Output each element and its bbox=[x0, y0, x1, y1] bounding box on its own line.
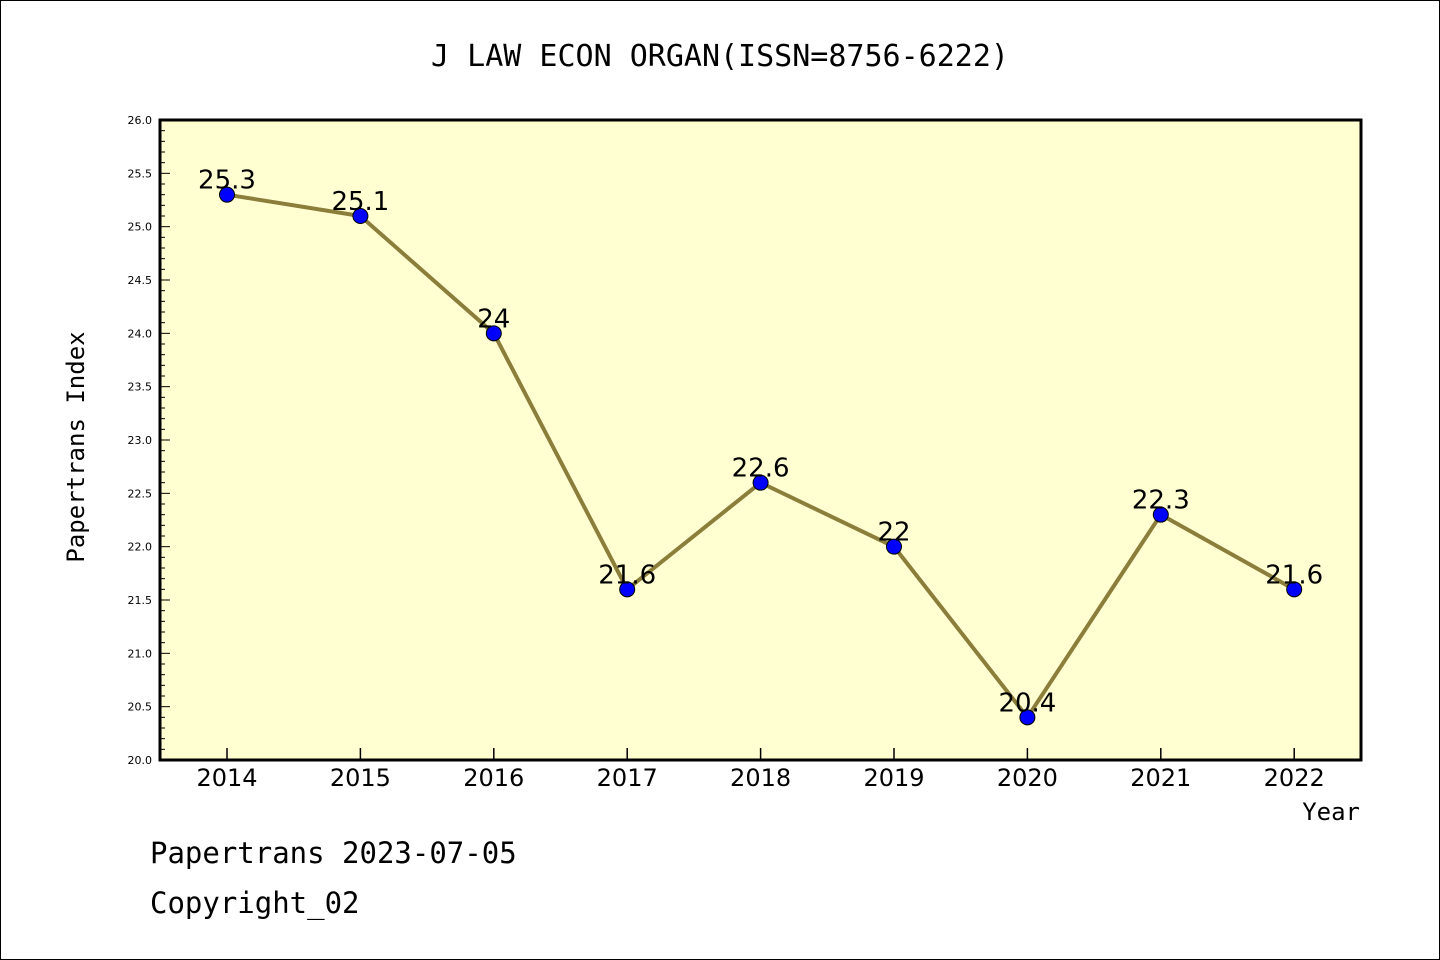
y-axis-label: Papertrans Index bbox=[62, 331, 90, 562]
y-tick-label: 25.5 bbox=[128, 167, 153, 180]
data-point bbox=[619, 581, 636, 598]
data-point bbox=[1019, 709, 1036, 726]
y-tick-label: 23.0 bbox=[128, 434, 153, 447]
y-tick-label: 23.5 bbox=[128, 381, 153, 394]
x-tick-label: 2017 bbox=[597, 764, 658, 792]
y-tick-label: 20.0 bbox=[128, 754, 153, 767]
data-labels: 25.3 25.1 24 21.6 22.6 22 20.4 22.3 21.6 bbox=[198, 166, 1323, 719]
data-label: 25.3 bbox=[198, 166, 256, 196]
y-tick-label: 21.5 bbox=[128, 594, 153, 607]
data-points bbox=[219, 186, 1303, 726]
x-tick-label: 2018 bbox=[730, 764, 791, 792]
x-tick-label: 2016 bbox=[463, 764, 524, 792]
footer-date: Papertrans 2023-07-05 bbox=[150, 836, 517, 870]
data-point bbox=[886, 538, 902, 555]
data-label: 24 bbox=[477, 304, 510, 334]
x-tick-label: 2015 bbox=[330, 764, 391, 792]
data-label: 25.1 bbox=[331, 187, 389, 217]
x-tick-label: 2014 bbox=[196, 764, 257, 792]
x-axis-ticks: 2014 2015 2016 2017 2018 2019 2020 2021 2022 bbox=[196, 748, 1325, 792]
x-tick-label: 2022 bbox=[1264, 764, 1325, 792]
data-label: 22.6 bbox=[732, 454, 790, 484]
y-axis-ticks: 20.0 20.5 21.0 21.5 22.0 22.5 23.0 23.5 24.0 24.5… bbox=[128, 114, 170, 767]
x-axis-label: Year bbox=[1302, 798, 1360, 826]
chart-title: J LAW ECON ORGAN(ISSN=8756-6222) bbox=[431, 39, 1009, 74]
y-tick-label: 20.5 bbox=[128, 701, 153, 714]
x-tick-label: 2020 bbox=[997, 764, 1058, 792]
x-tick-label: 2021 bbox=[1130, 764, 1191, 792]
y-tick-label: 26.0 bbox=[128, 114, 153, 127]
data-label: 22.3 bbox=[1132, 486, 1190, 516]
data-label: 21.6 bbox=[1265, 560, 1323, 590]
data-point bbox=[352, 208, 369, 224]
y-tick-label: 25.0 bbox=[128, 221, 153, 234]
footer-copyright: Copyright_02 bbox=[150, 886, 360, 920]
data-label: 21.6 bbox=[598, 560, 656, 590]
data-point bbox=[1286, 581, 1303, 598]
data-point bbox=[1152, 506, 1169, 523]
data-point bbox=[752, 474, 769, 491]
y-tick-label: 22.0 bbox=[128, 541, 153, 554]
data-label: 22 bbox=[877, 518, 910, 548]
y-tick-label: 24.0 bbox=[128, 327, 153, 340]
y-tick-label: 22.5 bbox=[128, 487, 153, 500]
data-point bbox=[485, 325, 502, 342]
plot-area bbox=[160, 120, 1361, 760]
x-tick-label: 2019 bbox=[863, 764, 924, 792]
data-point bbox=[219, 186, 235, 203]
data-label: 20.4 bbox=[998, 688, 1056, 718]
y-tick-label: 21.0 bbox=[128, 647, 153, 660]
y-tick-label: 24.5 bbox=[128, 274, 153, 287]
plot-border bbox=[158, 118, 1363, 762]
